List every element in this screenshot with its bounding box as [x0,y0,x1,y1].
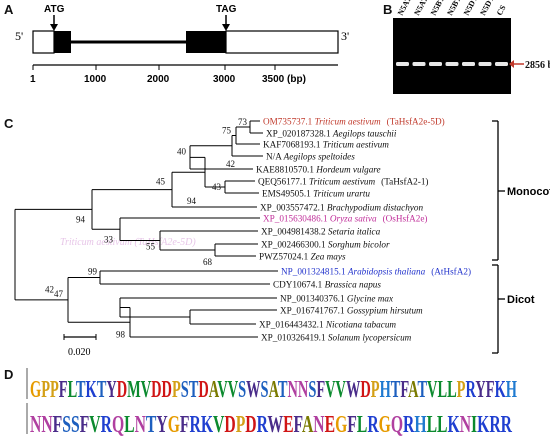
bootstrap-value: 73 [238,117,248,127]
phylogenetic-tree: Triticum aestivum (TaHsfA2e-5D) 73 75 42 40… [14,117,550,358]
tree-watermark: Triticum aestivum (TaHsfA2e-5D) [60,237,196,248]
taxon-label: N/A Aegilops speltoides [266,152,355,162]
bootstrap-value: 43 [212,182,222,192]
taxon-label: XP_016741767.1 Gossypium hirsutum [280,306,423,316]
size-marker-label: 2856 bp [525,60,550,71]
dicot-label: Dicot [507,294,535,306]
ruler-label-1: 1 [30,74,36,85]
ruler-label-3000: 3000 [213,74,236,85]
gel-band [495,62,508,66]
utr3-box [225,30,339,54]
taxon-label: CDY10674.1 Brassica napus [273,280,381,290]
exon1-box [54,31,71,53]
panel-label-a: A [4,2,14,17]
taxon-label: OM735737.1 Triticum aestivum (TaHsfA2e-5D… [263,117,445,127]
taxon-label: XP_016443432.1 Nicotiana tabacum [259,320,396,330]
tag-arrowhead [222,24,230,31]
bootstrap-value: 40 [177,146,187,156]
bootstrap-value: 98 [116,329,126,339]
taxon-label: PWZ57024.1 Zea mays [259,252,346,262]
gene-structure: 5' 3' ATG TAG 1 1000 2000 3000 3500 (bp) [15,4,349,85]
gene-5prime-label: 5' [15,29,23,43]
taxon-label: KAE8810570.1 Hordeum vulgare [256,165,381,175]
panel-label-b: B [383,2,393,17]
exon2-box [186,31,226,53]
bootstrap-value: 94 [187,196,197,206]
utr5-box [32,30,55,54]
ruler-label-3500: 3500 (bp) [262,74,306,85]
bootstrap-value: 68 [203,257,213,267]
taxon-label: KAF7068193.1 Triticum aestivum [263,140,389,150]
bootstrap-value: 55 [146,242,156,252]
gene-3prime-label: 3' [341,29,349,43]
scale-bar-label: 0.020 [68,347,91,358]
taxon-label: XP_004981438.2 Setaria italica [261,227,381,237]
taxon-label: NP_001324815.1 Arabidopsis thaliana (AtHs… [281,267,471,277]
taxon-label: XP_020187328.1 Aegilops tauschii [266,129,397,139]
tag-label: TAG [216,4,237,15]
taxon-label: XP_003557472.1 Brachypodium distachyon [260,203,423,213]
taxon-label: XP_015630486.1 Oryza sativa (OsHsfA2e) [263,214,427,224]
taxon-label: XP_002466300.1 Sorghum bicolor [261,240,390,250]
ruler-label-2000: 2000 [147,74,170,85]
bootstrap-value: 75 [222,126,232,136]
bootstrap-value: 33 [104,234,114,244]
size-marker-arrowhead [509,60,514,68]
gel-band [396,62,409,66]
taxon-label: EMS49505.1 Triticum urartu [262,189,370,199]
atg-label: ATG [44,4,65,15]
panel-label-d: D [4,367,14,382]
gel-band [445,62,459,66]
panel-label-c: C [4,116,14,131]
gel-band [462,62,475,66]
bootstrap-value: 45 [156,177,166,187]
monocot-label: Monocot [507,186,550,198]
logo-sequence-line-2: NNFSSFVRQLNTYGFRKVDPDRWEFANEGFLRGQRHLLKN… [30,412,512,438]
logo-sequence-line-1: GPPFLTKTYDMVDDPSTDAVVSWSATNNSFVVWDPHTFAT… [30,377,517,403]
bootstrap-value: 42 [226,159,235,169]
gel-lane-label: CS [495,3,508,17]
taxon-label: QEQ56177.1 Triticum aestivum (TaHsfA2-1) [258,177,428,187]
bootstrap-value: 99 [88,267,98,277]
gel-band [429,62,442,66]
gel-band [412,62,426,66]
sequence-logo: GPPFLTKTYDMVDDPSTDAVVSWSATNNSFVVWDPHTFAT… [26,368,517,438]
bootstrap-value: 47 [54,289,64,299]
gel-band [478,62,492,66]
atg-arrowhead [50,24,58,31]
bootstrap-value: 42 [45,285,54,295]
ruler-label-1000: 1000 [84,74,107,85]
taxon-label: XP_010326419.1 Solanum lycopersicum [261,333,412,343]
bootstrap-value: 94 [76,214,86,224]
gel-background [393,18,511,94]
taxon-label: NP_001340376.1 Glycine max [280,294,394,304]
